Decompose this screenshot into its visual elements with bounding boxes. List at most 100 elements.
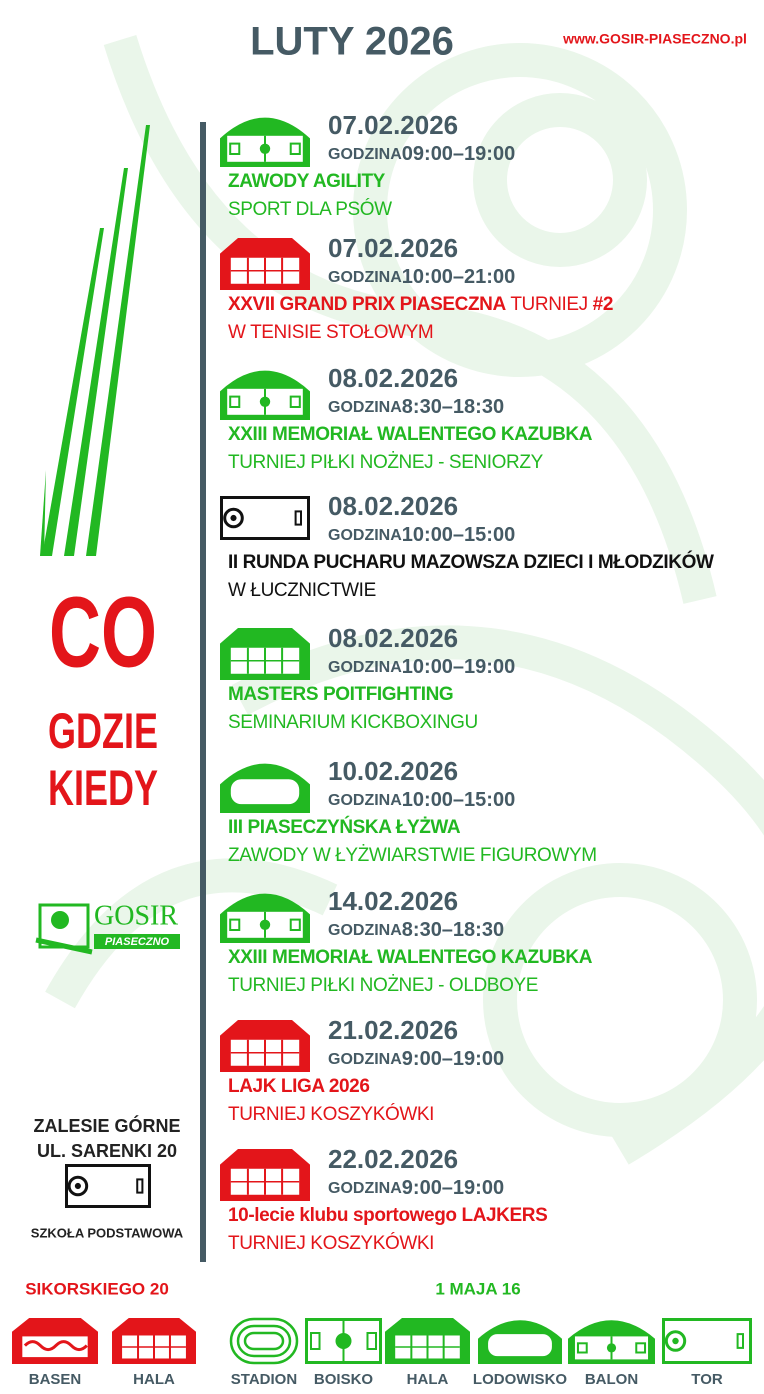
icon-part (606, 1343, 617, 1353)
icon-part (335, 1333, 352, 1349)
event-title: XXVII GRAND PRIX PIASECZNA TURNIEJ #2 (228, 294, 613, 315)
venue-label: TOR (691, 1371, 723, 1388)
event-title: XXIII MEMORIAŁ WALENTEGO KAZUBKA (228, 424, 593, 445)
event-subtitle: SPORT DLA PSÓW (228, 198, 392, 220)
title-part: TURNIEJ (506, 294, 593, 315)
event-date: 08.02.2026 (328, 623, 458, 653)
slogan-line: GDZIE (48, 705, 158, 760)
event-subtitle: W TENISIE STOŁOWYM (228, 322, 433, 343)
event-title: LAJK LIGA 2026 (228, 1076, 370, 1097)
venue-label: STADION (231, 1371, 297, 1388)
icon-part (289, 395, 301, 408)
venue-icon (220, 238, 310, 290)
icon-part (289, 918, 301, 931)
footer-address: SIKORSKIEGO 20 (25, 1279, 169, 1298)
location-place: ZALESIE GÓRNE (33, 1115, 180, 1136)
icon-part (230, 514, 237, 522)
venue-icon (662, 1318, 752, 1364)
icon-part (136, 1178, 144, 1194)
logo: GOSIR PIASECZNO (35, 900, 180, 955)
title-part: XXIII MEMORIAŁ WALENTEGO KAZUBKA (228, 947, 593, 968)
event-time: GODZINA9:00–19:00 (328, 1177, 504, 1199)
venue-icon (220, 893, 310, 943)
event-date: 07.02.2026 (328, 110, 458, 140)
venue-icon (220, 117, 310, 167)
title-part: LAJK LIGA 2026 (228, 1076, 370, 1097)
event-subtitle: ZAWODY W ŁYŻWIARSTWIE FIGUROWYM (228, 845, 597, 866)
event-time: GODZINA10:00–21:00 (328, 266, 515, 288)
location-address: UL. SARENKI 20 (37, 1141, 177, 1161)
event-time: GODZINA9:00–19:00 (328, 1048, 504, 1070)
background-swirls (45, 34, 764, 1165)
event-time: GODZINA8:30–18:30 (328, 396, 504, 418)
venue-icon (385, 1318, 470, 1364)
slogan-line: CO (49, 577, 157, 688)
icon-part (672, 1337, 679, 1345)
logo-city: PIASECZNO (105, 936, 170, 948)
icon-part (23, 1340, 88, 1352)
icon-part (74, 1182, 81, 1190)
decorative-bars (40, 125, 150, 556)
venue-label: BASEN (29, 1371, 82, 1388)
event-date: 07.02.2026 (328, 233, 458, 263)
page-title: LUTY 2026 (250, 20, 454, 64)
venue-label: BOISKO (314, 1371, 374, 1388)
icon-part (229, 1317, 299, 1365)
venue-icon (220, 370, 310, 420)
time-value: 9:00–19:00 (402, 1177, 504, 1199)
event-time: GODZINA09:00–19:00 (328, 143, 515, 165)
icon-part (488, 1334, 552, 1357)
venue-label: HALA (407, 1371, 449, 1388)
event-title: II RUNDA PUCHARU MAZOWSZA DZIECI I MŁODZ… (228, 551, 714, 573)
time-label: GODZINA (328, 792, 402, 809)
title-part: MASTERS POITFIGHTING (228, 684, 453, 705)
icon-part (310, 1332, 321, 1350)
time-label: GODZINA (328, 399, 402, 416)
venue-icon (12, 1318, 98, 1364)
time-value: 10:00–21:00 (402, 266, 515, 288)
icon-part (366, 1332, 377, 1350)
event-time: GODZINA10:00–15:00 (328, 524, 515, 546)
venue-icon (220, 1020, 310, 1072)
time-value: 10:00–15:00 (402, 789, 515, 811)
slogan: CO GDZIE KIEDY (48, 577, 158, 817)
logo-name: GOSIR (94, 900, 178, 931)
title-part: #2 (593, 294, 613, 315)
icon-part (635, 1342, 647, 1354)
venue-label: BALON (585, 1371, 638, 1388)
icon-part (67, 1175, 89, 1197)
title-part: II RUNDA PUCHARU MAZOWSZA DZIECI I MŁODZ… (228, 551, 714, 573)
icon-part (259, 919, 271, 930)
event-title: XXIII MEMORIAŁ WALENTEGO KAZUBKA (228, 947, 593, 968)
time-label: GODZINA (328, 269, 402, 286)
time-label: GODZINA (328, 1180, 402, 1197)
slogan-line: KIEDY (48, 762, 158, 817)
title-part: XXIII MEMORIAŁ WALENTEGO KAZUBKA (228, 424, 593, 445)
event-subtitle: W ŁUCZNICTWIE (228, 580, 376, 601)
icon-part (243, 1331, 285, 1351)
timeline-line (200, 122, 206, 1262)
icon-part (576, 1342, 588, 1354)
event-date: 08.02.2026 (328, 491, 458, 521)
icon-part (736, 1333, 744, 1349)
time-value: 9:00–19:00 (402, 1048, 504, 1070)
venue-label: LODOWISKO (473, 1371, 567, 1388)
time-value: 8:30–18:30 (402, 919, 504, 941)
title-part: XXVII GRAND PRIX PIASECZNA (228, 294, 506, 315)
venue-icon (65, 1164, 151, 1208)
event-subtitle: TURNIEJ KOSZYKÓWKI (228, 1232, 434, 1254)
title-part: ZAWODY AGILITY (228, 171, 386, 192)
venue-icon (478, 1320, 562, 1364)
venue-icon (220, 496, 310, 540)
venue-icon (568, 1320, 655, 1364)
event-subtitle: TURNIEJ KOSZYKÓWKI (228, 1103, 434, 1125)
event-date: 08.02.2026 (328, 363, 458, 393)
event-subtitle: SEMINARIUM KICKBOXINGU (228, 712, 478, 733)
icon-part (236, 1324, 292, 1358)
event-date: 21.02.2026 (328, 1015, 458, 1045)
event-date: 10.02.2026 (328, 756, 458, 786)
title-part: 10-lecie klubu sportowego LAJKERS (228, 1205, 547, 1226)
icon-part (664, 1330, 687, 1352)
time-label: GODZINA (328, 659, 402, 676)
event-title: 10-lecie klubu sportowego LAJKERS (228, 1205, 547, 1226)
